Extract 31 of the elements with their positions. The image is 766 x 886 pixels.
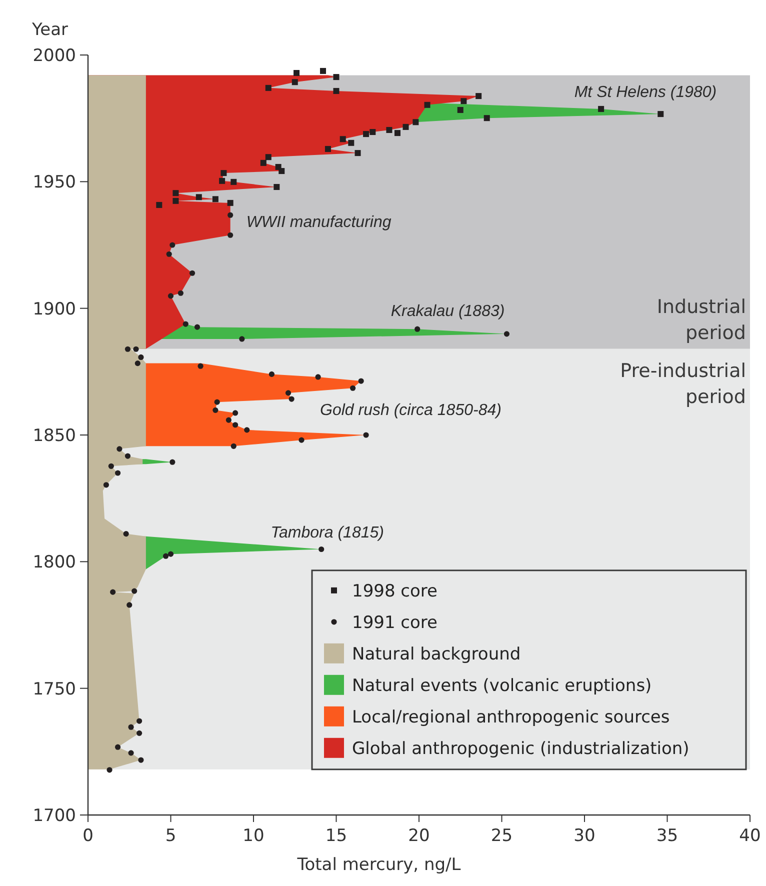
x-tick-label: 10 [242, 826, 264, 846]
y-tick-label: 1800 [32, 552, 76, 573]
y-tick-label: 1900 [32, 299, 76, 320]
x-tick-label: 15 [325, 826, 348, 846]
x-tick-label: 0 [82, 826, 94, 846]
legend-label: Local/regional anthropogenic sources [352, 707, 670, 728]
band-label: Pre-industrial period [620, 360, 746, 408]
annotation: Mt St Helens (1980) [574, 84, 717, 102]
annotation: Gold rush (circa 1850-84) [320, 402, 502, 419]
y-tick-label: 1850 [32, 426, 76, 446]
legend-label: 1998 core [352, 581, 438, 602]
x-tick-label: 30 [574, 826, 596, 846]
legend-label: Natural events (volcanic eruptions) [352, 676, 652, 696]
x-axis-title: Total mercury, ng/L [296, 855, 462, 875]
x-tick-label: 40 [739, 826, 761, 846]
y-tick-label: 1950 [32, 172, 76, 193]
annotation: WWII manufacturing [246, 214, 392, 232]
legend-label: 1991 core [352, 612, 438, 633]
band-label: Industrial period [656, 296, 746, 344]
y-tick-label: 1750 [32, 679, 76, 700]
annotation: Krakalau (1883) [390, 302, 505, 320]
legend-label: Natural background [352, 644, 521, 664]
y-tick-label: 1700 [32, 806, 76, 826]
y-axis-title: Year [31, 20, 68, 40]
x-tick-label: 20 [408, 826, 430, 846]
y-tick-label: 2000 [32, 46, 76, 66]
annotation: Tambora (1815) [270, 524, 384, 542]
legend-label: Global anthropogenic (industrialization) [352, 738, 690, 759]
x-tick-label: 25 [490, 826, 513, 846]
x-tick-label: 5 [165, 826, 176, 846]
x-tick-label: 35 [656, 826, 678, 846]
